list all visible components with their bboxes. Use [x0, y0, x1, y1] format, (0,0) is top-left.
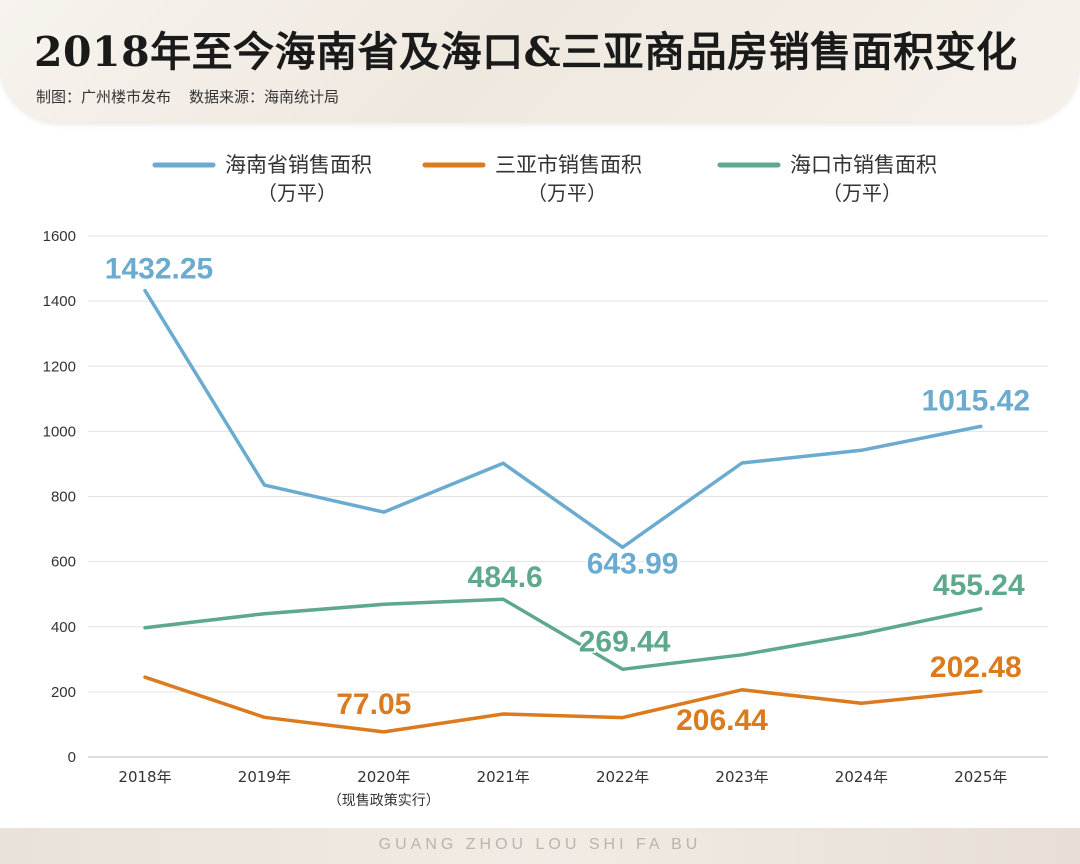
maker-credit: 制图：广州楼市发布 — [36, 88, 172, 106]
legend-unit: （万平） — [822, 181, 902, 205]
x-tick-label: 2022年 — [596, 768, 649, 786]
x-tick-label: 2023年 — [715, 768, 768, 786]
legend-label: 海南省销售面积 — [225, 153, 372, 177]
y-tick-label: 800 — [51, 489, 76, 506]
y-tick-label: 1000 — [43, 423, 76, 440]
series-line — [143, 597, 983, 672]
series-line — [143, 288, 983, 550]
data-label: 643.99 — [587, 547, 679, 580]
y-tick-label: 400 — [51, 619, 76, 636]
data-label: 77.05 — [336, 688, 411, 721]
y-tick-label: 1400 — [43, 293, 76, 310]
y-tick-label: 200 — [51, 684, 76, 701]
data-label: 202.48 — [930, 651, 1022, 684]
x-tick-label: 2021年 — [477, 768, 530, 786]
line-chart: 0 200 400 600 800 1000 1200 1400 1600 2018年 2019年 2… — [43, 153, 1048, 809]
legend-label: 海口市销售面积 — [790, 153, 937, 177]
y-tick-label: 600 — [51, 554, 76, 571]
y-tick-label: 1200 — [43, 358, 76, 375]
x-tick-label: 2018年 — [118, 768, 171, 786]
data-label: 484.6 — [468, 561, 543, 594]
x-tick-label: 2020年 — [357, 768, 410, 786]
x-tick-label: 2025年 — [954, 768, 1007, 786]
y-tick-label: 0 — [68, 749, 76, 766]
footer-watermark: GUANG ZHOU LOU SHI FA BU — [378, 836, 702, 853]
series-line — [143, 675, 983, 734]
data-label: 455.24 — [933, 569, 1025, 602]
data-source: 数据来源：海南统计局 — [189, 88, 340, 106]
x-tick-sublabel: （现售政策实行） — [328, 792, 440, 809]
legend-unit: （万平） — [527, 181, 607, 205]
x-tick-label: 2024年 — [835, 768, 888, 786]
x-tick-label: 2019年 — [238, 768, 291, 786]
data-label: 269.44 — [579, 625, 671, 658]
footer-bar: GUANG ZHOU LOU SHI FA BU — [0, 828, 1080, 864]
legend-label: 三亚市销售面积 — [495, 153, 642, 177]
header-banner: 2018年至今海南省及海口&三亚商品房销售面积变化 制图：广州楼市发布 数据来源：… — [0, 0, 1080, 122]
page-title: 2018年至今海南省及海口&三亚商品房销售面积变化 — [34, 28, 1018, 76]
credit-line: 制图：广州楼市发布 数据来源：海南统计局 — [36, 86, 339, 107]
y-tick-label: 1600 — [43, 228, 76, 245]
data-label: 1015.42 — [922, 384, 1030, 417]
data-label: 206.44 — [676, 704, 768, 737]
legend-unit: （万平） — [257, 181, 337, 205]
data-label: 1432.25 — [105, 253, 213, 286]
